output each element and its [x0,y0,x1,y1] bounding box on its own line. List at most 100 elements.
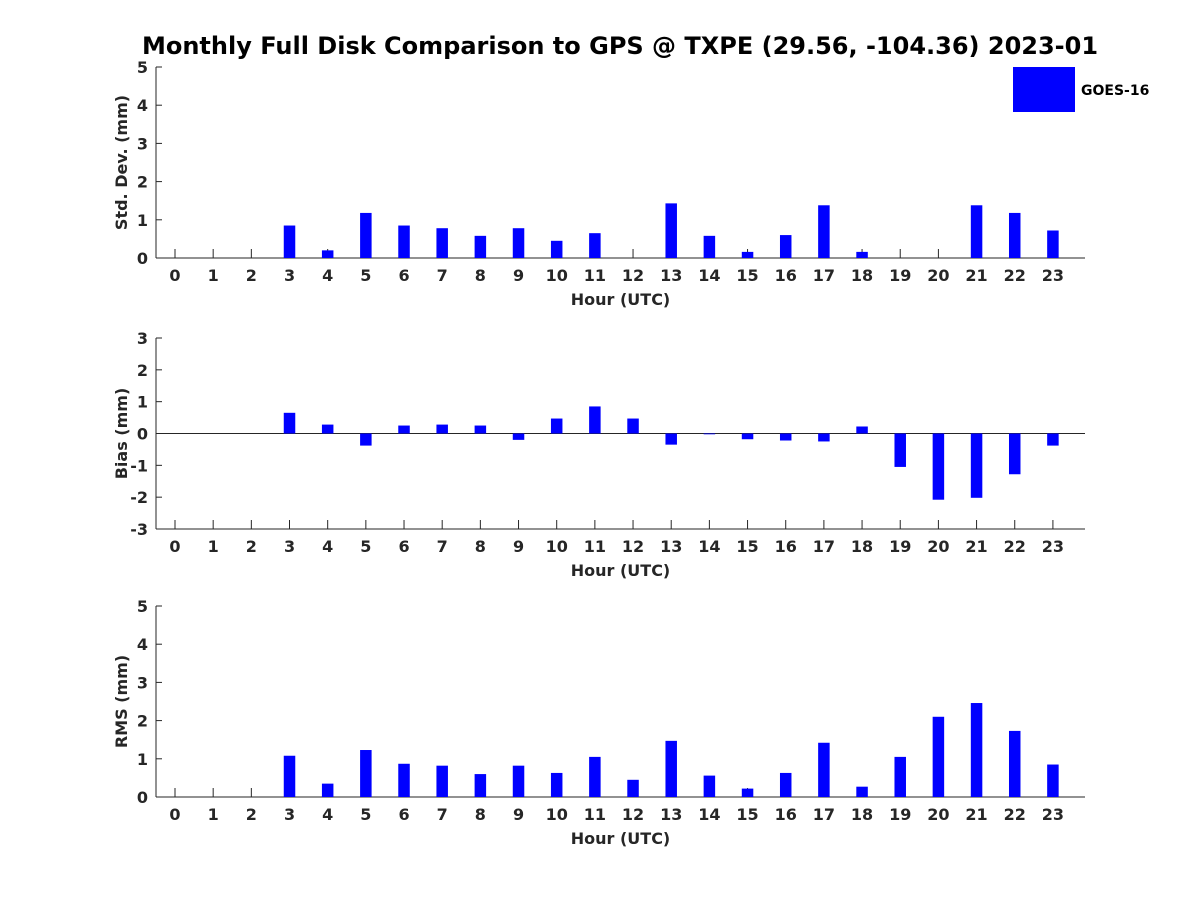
x-tick-label: 13 [660,805,682,824]
x-tick-label: 7 [437,537,448,556]
bar-hour-17 [818,742,830,797]
x-tick-label: 10 [546,805,568,824]
x-tick-label: 20 [927,266,949,285]
x-tick-label: 4 [322,805,333,824]
x-tick-label: 3 [284,537,295,556]
x-tick-label: 2 [246,266,257,285]
x-tick-label: 11 [584,805,606,824]
y-tick-label: 2 [137,712,148,731]
x-tick-label: 1 [208,537,219,556]
bar-hour-22 [1008,212,1021,258]
x-tick-label: 6 [398,805,409,824]
x-tick-label: 0 [169,266,180,285]
bar-hour-15 [741,788,754,797]
bar-hour-6 [398,225,410,258]
x-tick-label: 13 [660,537,682,556]
bar-hour-4 [321,250,334,258]
bar-hour-21 [970,703,983,797]
bar-hour-21 [970,205,983,258]
bar-hour-15 [741,251,754,258]
y-tick-label: -2 [130,488,148,507]
y-axis-label: Std. Dev. (mm) [112,95,131,230]
y-tick-label: 0 [137,425,148,444]
bar-hour-7 [436,228,448,258]
y-axis-label: Bias (mm) [112,388,131,480]
bar-hour-10 [550,418,563,434]
x-tick-label: 1 [208,805,219,824]
bar-hour-16 [779,235,792,258]
bar-hour-3 [283,412,296,434]
bar-hour-15 [741,433,754,440]
bar-hour-10 [550,240,563,258]
bar-hour-9 [512,228,525,258]
bar-hour-23 [1047,764,1059,797]
bar-hour-22 [1008,730,1021,797]
bar-hour-11 [589,756,601,797]
bar-hour-10 [550,772,563,797]
bar-hour-8 [474,425,487,434]
y-axis-label: RMS (mm) [112,655,131,748]
x-tick-label: 14 [698,266,720,285]
bar-hour-13 [665,433,677,445]
x-axis-label: Hour (UTC) [571,561,671,580]
x-tick-label: 18 [851,805,873,824]
x-tick-label: 19 [889,266,911,285]
bar-hour-14 [703,433,716,435]
x-tick-label: 22 [1004,266,1026,285]
x-tick-label: 17 [813,805,835,824]
bar-hour-20 [932,433,945,500]
x-tick-label: 7 [437,266,448,285]
x-tick-label: 22 [1004,537,1026,556]
y-tick-label: 1 [137,393,148,412]
bar-hour-23 [1047,230,1059,258]
x-axis-label: Hour (UTC) [571,829,671,848]
bar-hour-16 [779,433,792,441]
bar-hour-8 [474,774,487,797]
bar-hour-14 [703,775,716,797]
x-tick-label: 18 [851,537,873,556]
x-tick-label: 21 [965,805,987,824]
y-tick-label: 1 [137,750,148,769]
x-tick-label: 16 [775,537,797,556]
x-tick-label: 12 [622,537,644,556]
bar-hour-7 [436,765,448,797]
x-tick-label: 8 [475,266,486,285]
bar-hour-17 [818,433,830,442]
bar-hour-19 [894,433,906,467]
x-tick-label: 23 [1042,805,1064,824]
x-tick-label: 14 [698,537,720,556]
bar-hour-21 [970,433,983,498]
x-tick-label: 17 [813,266,835,285]
x-tick-label: 20 [927,805,949,824]
y-tick-label: 3 [137,134,148,153]
x-tick-label: 1 [208,266,219,285]
x-tick-label: 12 [622,805,644,824]
bar-hour-5 [360,750,372,797]
y-tick-label: 2 [137,173,148,192]
y-tick-label: 5 [137,58,148,77]
y-tick-label: 0 [137,249,148,268]
x-tick-label: 17 [813,537,835,556]
bar-hour-17 [818,205,830,258]
bar-hour-12 [627,418,639,434]
x-tick-label: 6 [398,537,409,556]
bar-hour-20 [932,716,945,797]
bar-hour-4 [321,424,334,434]
bar-hour-18 [856,251,868,258]
x-tick-label: 6 [398,266,409,285]
bar-hour-16 [779,772,792,797]
bar-hour-6 [398,763,410,797]
x-tick-label: 23 [1042,537,1064,556]
bar-hour-22 [1008,433,1021,475]
x-tick-label: 12 [622,266,644,285]
bar-hour-5 [360,433,372,446]
bar-hour-3 [283,755,296,797]
x-tick-label: 5 [360,266,371,285]
bar-hour-18 [856,786,868,797]
bar-hour-4 [321,783,334,797]
y-tick-label: 2 [137,361,148,380]
